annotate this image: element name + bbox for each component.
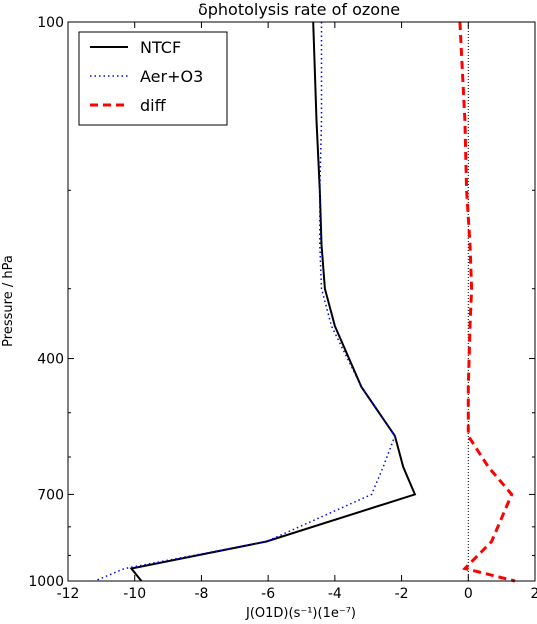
y-axis: 100 400 700 1000: [28, 15, 535, 590]
legend: NTCF Aer+O3 diff: [78, 31, 228, 126]
x-axis: -12 -10 -8 -6 -4 -2 0 2: [57, 22, 537, 602]
x-tick-label: 2: [531, 586, 537, 602]
legend-label: Aer+O3: [140, 67, 203, 86]
plot-frame: [67, 21, 536, 582]
x-tick-label: -2: [395, 586, 409, 602]
series-line-diff: [458, 21, 516, 583]
x-tick-label: -10: [123, 586, 146, 602]
y-tick-label: 700: [37, 487, 64, 503]
plot-area: [94, 21, 516, 583]
legend-label: diff: [140, 96, 167, 115]
x-tick-label: -4: [328, 586, 342, 602]
x-tick-label: -8: [194, 586, 208, 602]
chart-title: δphotolysis rate of ozone: [198, 0, 400, 19]
y-tick-label: 400: [37, 352, 64, 368]
legend-label: NTCF: [140, 38, 181, 57]
y-tick-label: 1000: [28, 574, 64, 590]
x-tick-label: -6: [261, 586, 275, 602]
y-tick-label: 100: [37, 15, 64, 31]
x-axis-label: J(O1D)(s⁻¹)(1e⁻⁷): [245, 606, 356, 621]
series-line-ntcf: [129, 21, 417, 582]
x-tick-label: 0: [464, 586, 473, 602]
y-axis-label: Pressure / hPa: [1, 255, 16, 347]
x-tick-label: -12: [57, 586, 80, 602]
